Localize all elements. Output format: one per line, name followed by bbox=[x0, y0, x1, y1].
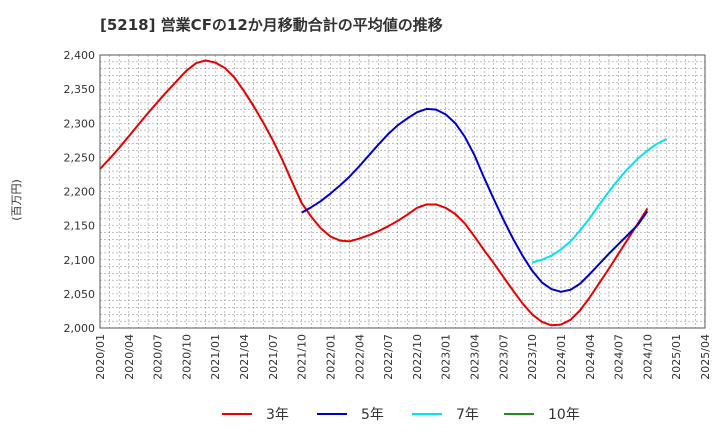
x-tick-label: 2021/07 bbox=[267, 334, 280, 380]
x-tick-label: 2025/01 bbox=[670, 334, 683, 380]
x-tick-label: 2025/04 bbox=[699, 334, 712, 380]
x-tick-label: 2020/04 bbox=[123, 334, 136, 380]
x-tick-label: 2023/10 bbox=[526, 334, 539, 380]
x-tick-label: 2022/01 bbox=[324, 334, 337, 380]
x-tick-label: 2022/10 bbox=[411, 334, 424, 380]
x-tick-label: 2020/10 bbox=[180, 334, 193, 380]
series-lines bbox=[99, 59, 668, 327]
x-tick-label: 2023/01 bbox=[440, 334, 453, 380]
legend-label: 7年 bbox=[456, 407, 479, 423]
y-axis-ticks: 2,000 2,050 2,100 2,150 2,200 2,250 2,300 2,350… bbox=[64, 49, 96, 335]
x-tick-label: 2021/10 bbox=[296, 334, 309, 380]
x-axis-ticks: 2020/01 2020/04 2020/07 2020/10 2021/01 2021/… bbox=[94, 334, 712, 380]
x-tick-label: 2024/07 bbox=[613, 334, 626, 380]
legend-label: 3年 bbox=[266, 407, 289, 423]
y-tick-label: 2,250 bbox=[64, 151, 96, 164]
y-tick-label: 2,350 bbox=[64, 83, 96, 96]
x-tick-label: 2024/04 bbox=[584, 334, 597, 380]
series-line-5年 bbox=[301, 107, 649, 293]
x-tick-label: 2021/01 bbox=[209, 334, 222, 380]
y-tick-label: 2,000 bbox=[64, 322, 96, 335]
grid bbox=[100, 55, 705, 328]
legend: 3年 5年 7年 10年 bbox=[222, 407, 580, 423]
x-tick-label: 2023/07 bbox=[497, 334, 510, 380]
series-line-7年 bbox=[531, 138, 668, 264]
y-tick-label: 2,300 bbox=[64, 117, 96, 130]
y-tick-label: 2,050 bbox=[64, 288, 96, 301]
y-tick-label: 2,400 bbox=[64, 49, 96, 62]
x-tick-label: 2024/10 bbox=[641, 334, 654, 380]
y-axis-label: (百万円) bbox=[10, 179, 23, 221]
plot-frame bbox=[99, 54, 706, 329]
legend-label: 10年 bbox=[548, 407, 580, 423]
y-tick-label: 2,100 bbox=[64, 254, 96, 267]
x-tick-label: 2023/04 bbox=[469, 334, 482, 380]
y-tick-label: 2,150 bbox=[64, 220, 96, 233]
series-line-3年 bbox=[99, 59, 649, 327]
y-tick-label: 2,200 bbox=[64, 186, 96, 199]
x-tick-label: 2021/04 bbox=[238, 334, 251, 380]
x-tick-label: 2020/07 bbox=[152, 334, 165, 380]
x-tick-label: 2022/04 bbox=[353, 334, 366, 380]
x-tick-label: 2024/01 bbox=[555, 334, 568, 380]
x-tick-label: 2020/01 bbox=[94, 334, 107, 380]
x-tick-label: 2022/07 bbox=[382, 334, 395, 380]
chart-title: [5218] 営業CFの12か月移動合計の平均値の推移 bbox=[100, 16, 443, 34]
legend-label: 5年 bbox=[361, 407, 384, 423]
